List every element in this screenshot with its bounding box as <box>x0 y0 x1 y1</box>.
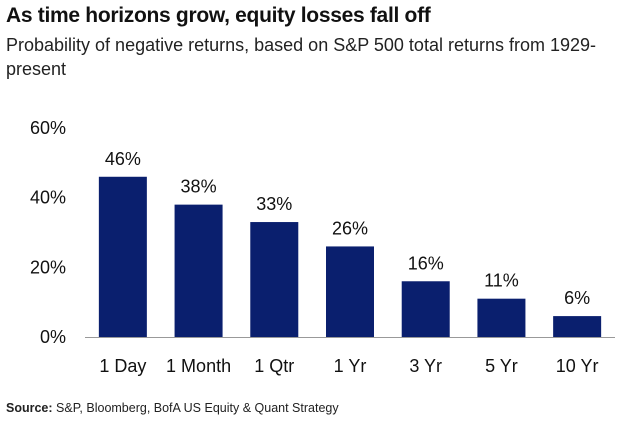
x-tick-label: 1 Yr <box>334 356 367 376</box>
y-tick-label: 0% <box>40 327 66 347</box>
y-tick-label: 20% <box>30 257 66 277</box>
source-label: Source: <box>6 401 53 415</box>
bar <box>250 222 299 337</box>
bar <box>401 281 450 337</box>
data-label: 33% <box>256 194 292 214</box>
data-label: 16% <box>408 253 444 273</box>
y-tick-label: 60% <box>30 118 66 138</box>
x-tick-label: 10 Yr <box>556 356 599 376</box>
source-text: S&P, Bloomberg, BofA US Equity & Quant S… <box>56 401 339 415</box>
source-note: Source: S&P, Bloomberg, BofA US Equity &… <box>6 401 339 415</box>
x-tick-label: 1 Qtr <box>254 356 294 376</box>
bar <box>553 316 602 337</box>
y-tick-label: 40% <box>30 188 66 208</box>
data-label: 26% <box>332 218 368 238</box>
x-tick-label: 5 Yr <box>485 356 518 376</box>
data-label: 46% <box>105 149 141 169</box>
chart-title: As time horizons grow, equity losses fal… <box>6 4 431 27</box>
bar <box>477 298 526 337</box>
data-label: 6% <box>564 288 590 308</box>
x-tick-label: 3 Yr <box>409 356 442 376</box>
data-label: 38% <box>181 177 217 197</box>
bar <box>326 246 374 337</box>
bar <box>98 176 147 337</box>
x-tick-label: 1 Month <box>166 356 231 376</box>
chart-subtitle: Probability of negative returns, based o… <box>6 35 597 79</box>
x-tick-label: 1 Day <box>99 356 146 376</box>
bar <box>174 204 223 337</box>
data-label: 11% <box>484 271 519 291</box>
